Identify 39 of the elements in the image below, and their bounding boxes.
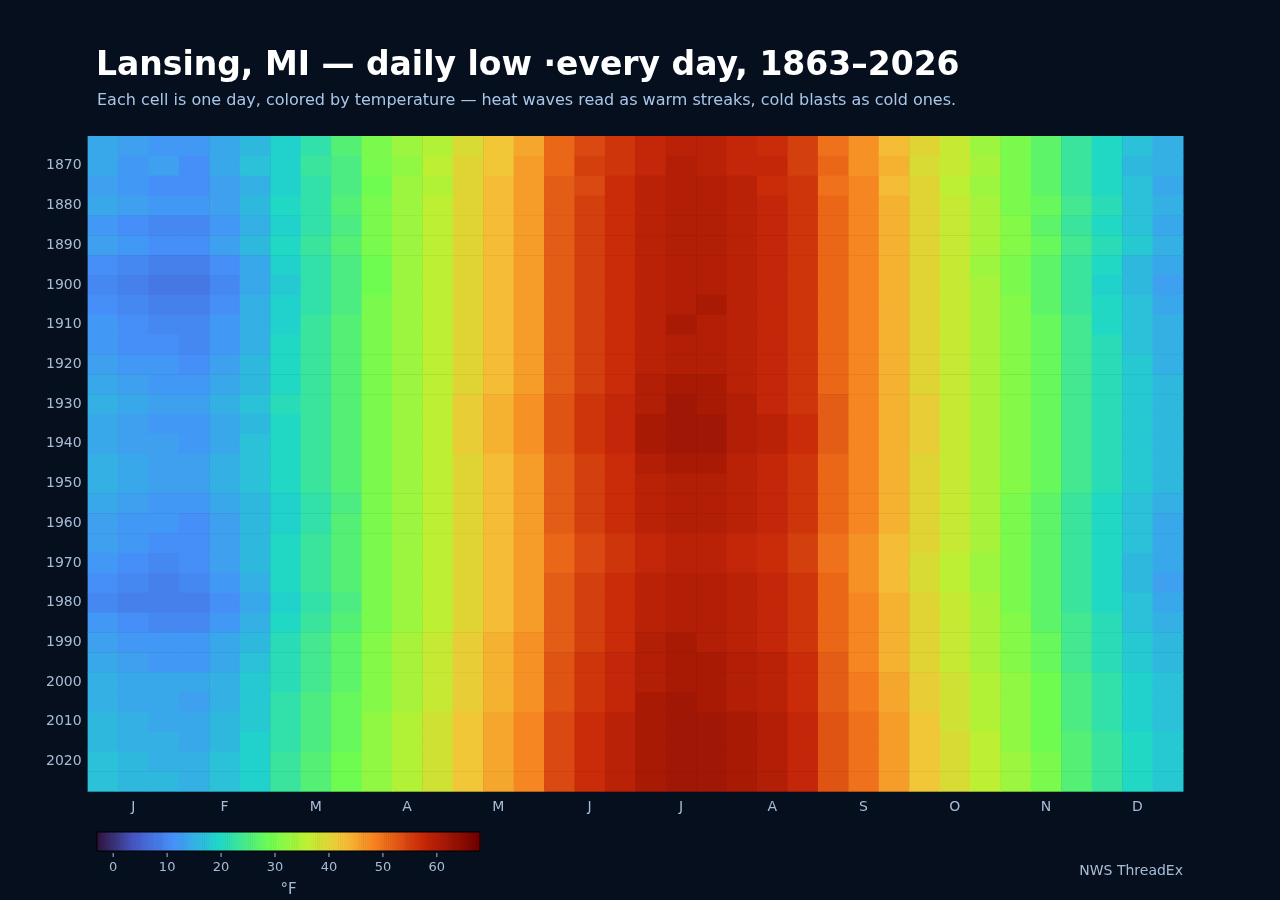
x-tick-label: F (220, 798, 229, 815)
x-tick-label: A (402, 798, 413, 815)
text: NWS ThreadEx (1079, 862, 1183, 878)
y-tick-label: 1950 (45, 474, 82, 491)
x-tick-label: D (1131, 798, 1143, 815)
color-bar-label: 50 (374, 858, 392, 874)
y-tick-label: 1980 (45, 593, 82, 610)
x-tick-label: J (586, 798, 592, 815)
x-tick-label: M (492, 798, 505, 815)
x-tick-label: A (767, 798, 778, 815)
chart-title: Lansing, MI — daily low ·every day, 1863–2026 (96, 44, 960, 83)
color-bar-label: 0 (109, 858, 118, 874)
y-tick-label: 1940 (45, 434, 82, 451)
y-tick-label: 2010 (45, 712, 82, 729)
x-tick-label: O (949, 798, 961, 815)
chart-subtitle: Each cell is one day, colored by temperature — heat waves read as warm streaks, cold blasts as cold ones. (97, 90, 957, 109)
y-tick-label: 2000 (45, 672, 82, 689)
y-tick-label: 2020 (45, 752, 82, 769)
y-tick-label: 1870 (45, 156, 82, 173)
color-bar-label: 20 (212, 858, 230, 874)
color-bar-label: 60 (428, 858, 446, 874)
color-bar-title: °F (280, 880, 297, 899)
x-tick-label: N (1040, 798, 1052, 815)
y-tick-label: 1970 (45, 553, 82, 570)
color-bar-label: 10 (158, 858, 176, 874)
x-tick-label: M (309, 798, 322, 815)
y-tick-label: 1900 (45, 275, 82, 292)
y-tick-label: 1910 (45, 315, 82, 332)
y-tick-label: 1990 (45, 632, 82, 649)
y-tick-label: 1930 (45, 394, 82, 411)
y-tick-label: 1960 (45, 513, 82, 530)
y-tick-label: 1890 (45, 235, 82, 252)
x-tick-label: J (677, 798, 684, 815)
y-tick-label: 1880 (45, 196, 82, 213)
y-tick-label: 1920 (45, 354, 82, 371)
x-tick-label: S (859, 798, 869, 815)
color-bar-label: 40 (320, 858, 338, 874)
x-tick-label: J (130, 798, 136, 815)
color-bar-label: 30 (266, 858, 284, 874)
